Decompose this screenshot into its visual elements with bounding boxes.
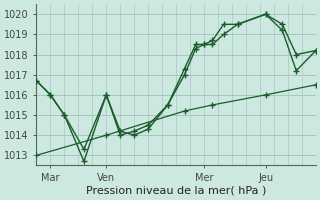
X-axis label: Pression niveau de la mer( hPa ): Pression niveau de la mer( hPa ) bbox=[86, 186, 266, 196]
